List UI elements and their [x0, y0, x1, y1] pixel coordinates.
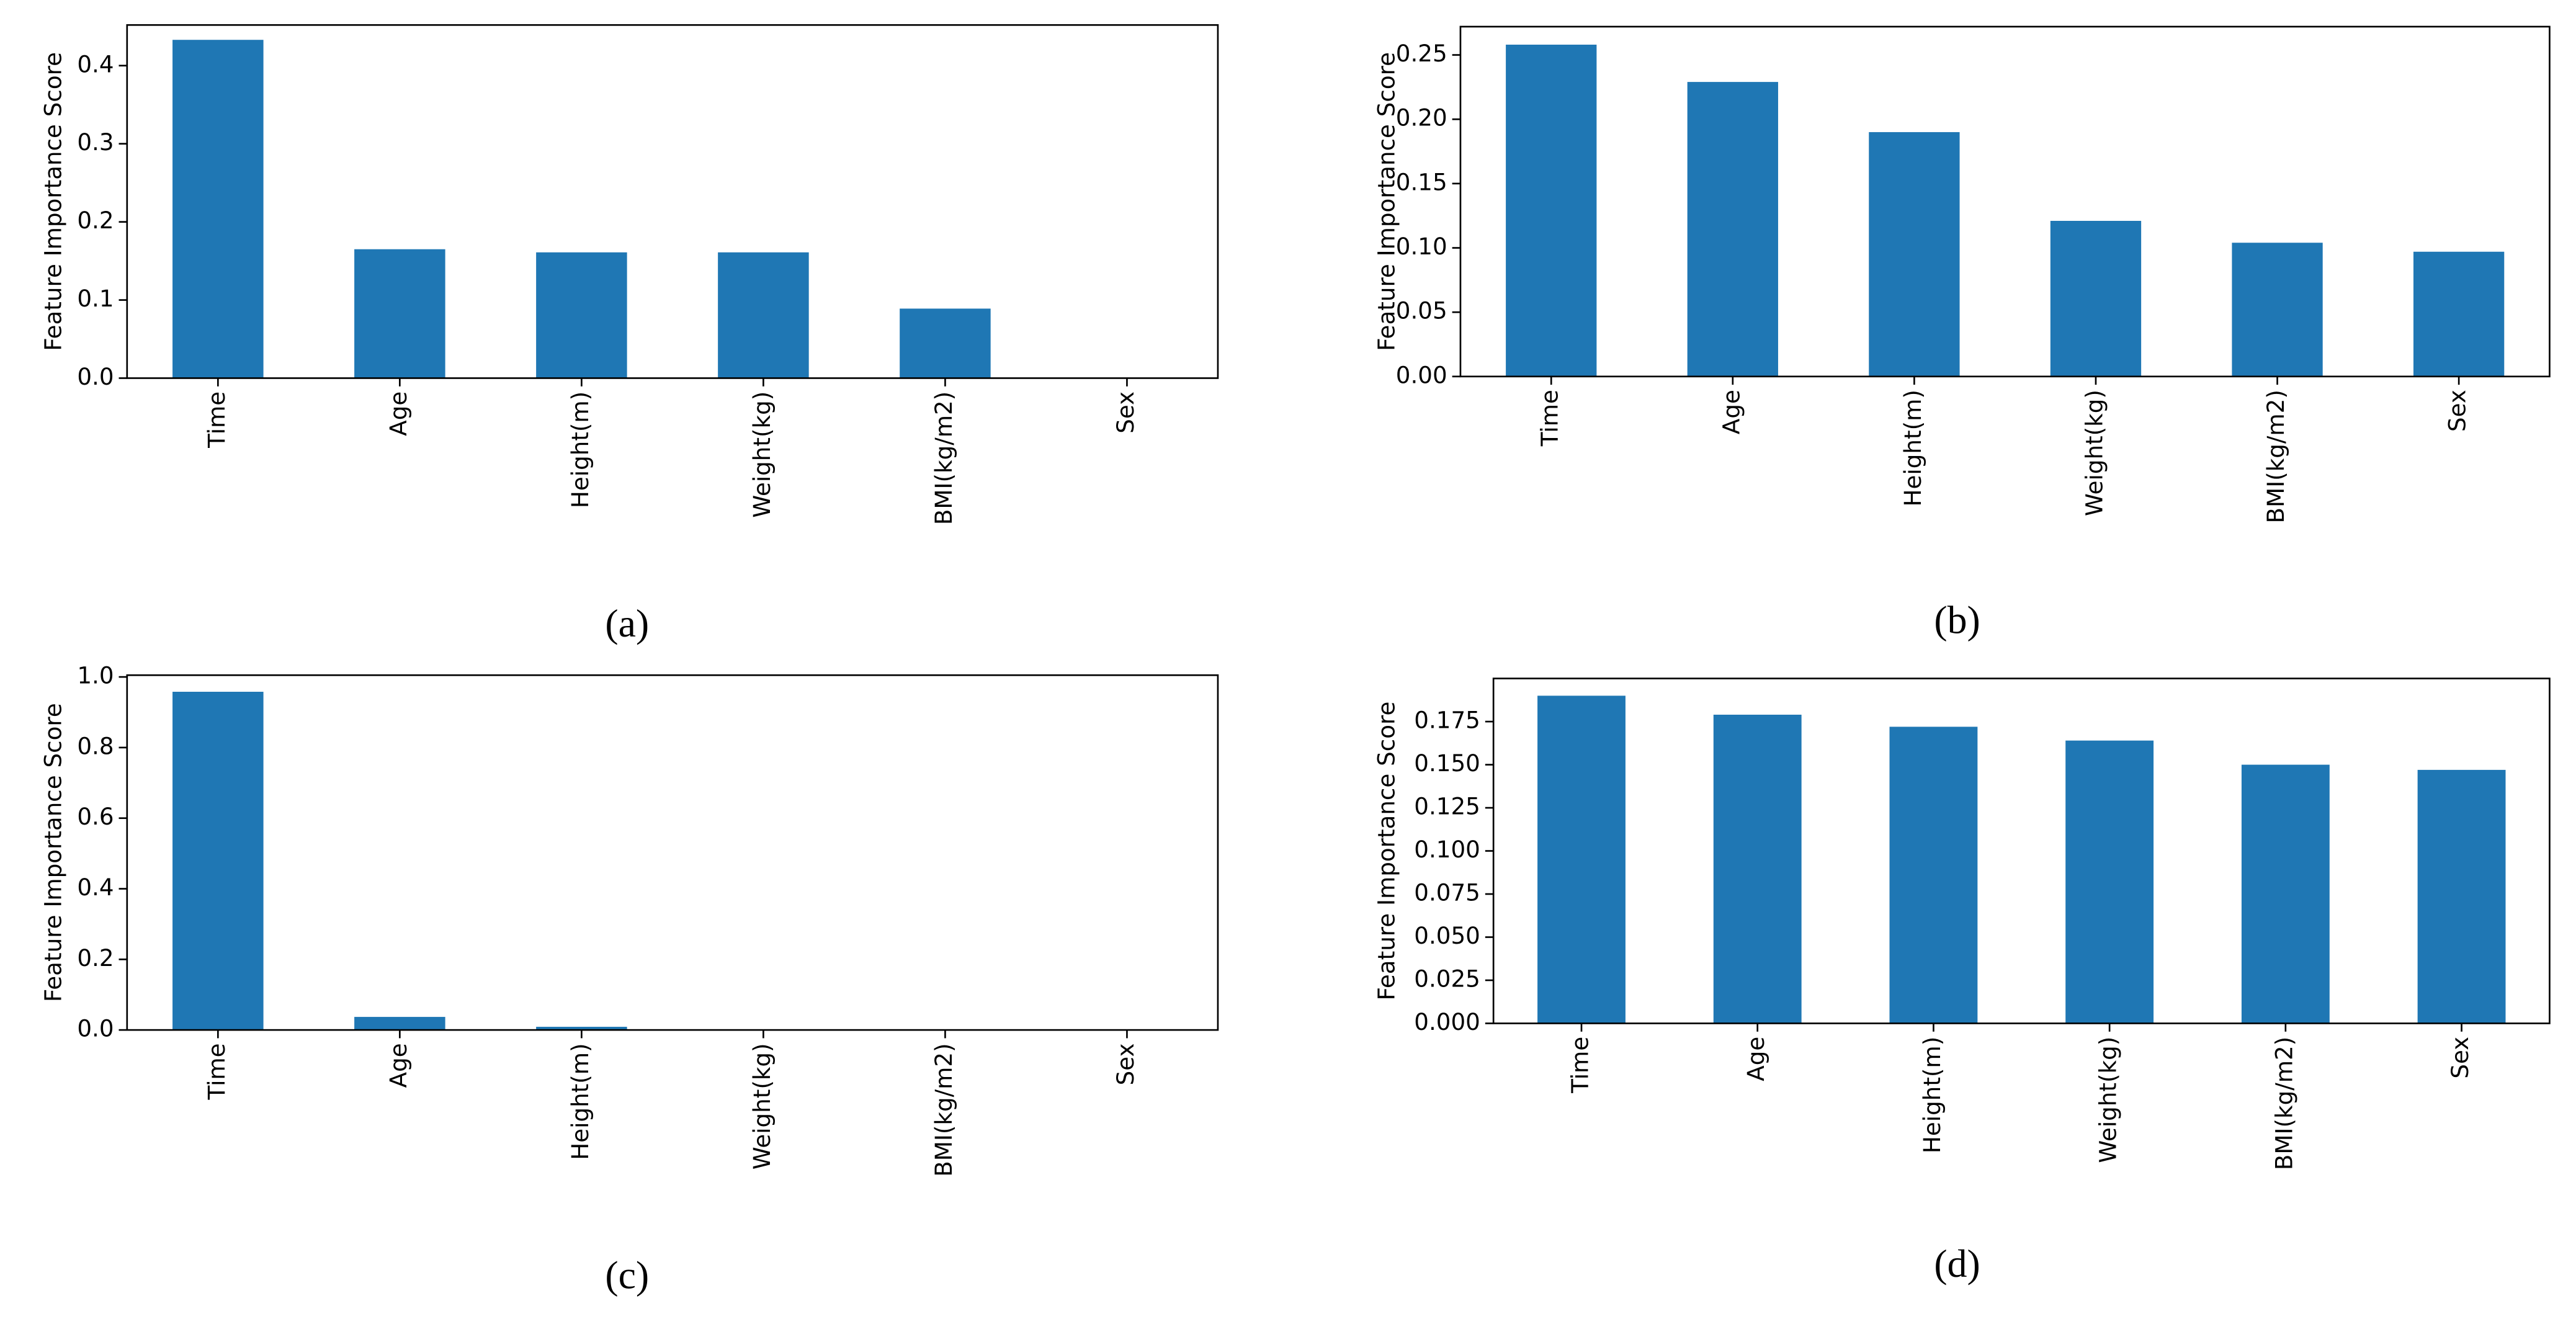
plot-frame — [1492, 677, 2551, 1024]
x-tick-label: Time — [1567, 1037, 1594, 1094]
x-tick-label: Age — [1717, 390, 1745, 434]
y-tick-label: 0.2 — [77, 944, 114, 972]
y-tick-label: 0.175 — [1414, 707, 1480, 734]
y-tick-label: 0.8 — [77, 732, 114, 759]
y-tick-label: 0.1 — [77, 285, 114, 312]
caption: (d) — [1934, 1241, 1980, 1285]
y-axis-label: Feature Importance Score — [1372, 52, 1400, 351]
bar — [172, 692, 264, 1031]
caption: (c) — [605, 1253, 649, 1297]
caption: (a) — [605, 601, 649, 645]
y-tick-label: 0.125 — [1414, 793, 1480, 820]
y-tick-label: 0.0 — [77, 363, 114, 390]
bar — [1506, 44, 1597, 377]
x-tick-label: Sex — [1112, 1043, 1139, 1085]
y-tick-label: 0.2 — [77, 207, 114, 234]
x-tick-label: Age — [1742, 1037, 1769, 1081]
bar — [536, 252, 627, 378]
bar — [1889, 727, 1978, 1024]
bar — [1713, 714, 1802, 1024]
y-axis-label: Feature Importance Score — [39, 703, 66, 1002]
bar — [354, 249, 445, 378]
bar — [2241, 764, 2330, 1024]
x-tick-label: Sex — [1112, 391, 1139, 434]
x-tick-label: BMI(kg/m2) — [930, 1043, 957, 1176]
bar — [354, 1017, 445, 1031]
x-tick-label: Height(m) — [566, 1043, 594, 1160]
bar — [1537, 695, 1626, 1024]
y-tick-label: 0.20 — [1396, 104, 1447, 132]
y-tick-label: 0.150 — [1414, 749, 1480, 777]
x-tick-label: Weight(kg) — [2095, 1037, 2122, 1163]
y-tick-label: 0.4 — [77, 50, 114, 78]
y-tick-label: 0.6 — [77, 803, 114, 830]
bar — [1869, 132, 1960, 377]
plot-frame — [1459, 25, 2551, 378]
y-tick-label: 0.025 — [1414, 965, 1480, 993]
x-tick-label: Time — [203, 1043, 230, 1100]
bar — [900, 308, 991, 378]
y-tick-label: 0.00 — [1396, 361, 1447, 388]
y-tick-label: 0.3 — [77, 128, 114, 156]
y-tick-label: 0.000 — [1414, 1008, 1480, 1035]
y-tick-label: 0.25 — [1396, 40, 1447, 67]
bar — [172, 40, 264, 378]
x-tick-label: Weight(kg) — [2080, 390, 2108, 516]
y-tick-label: 0.15 — [1396, 168, 1447, 195]
y-axis-label: Feature Importance Score — [39, 52, 66, 351]
bar — [2413, 251, 2505, 377]
x-tick-label: Age — [385, 391, 412, 436]
bar — [2232, 243, 2323, 377]
x-tick-label: Height(m) — [1899, 390, 1926, 506]
y-axis-label: Feature Importance Score — [1372, 702, 1400, 1001]
x-tick-label: BMI(kg/m2) — [930, 391, 957, 525]
y-tick-label: 0.0 — [77, 1015, 114, 1042]
plot-frame — [126, 24, 1219, 379]
y-tick-label: 0.100 — [1414, 836, 1480, 863]
x-tick-label: BMI(kg/m2) — [2262, 390, 2289, 523]
x-tick-label: Height(m) — [1918, 1037, 1946, 1153]
x-tick-label: Height(m) — [566, 391, 594, 508]
y-tick-label: 0.4 — [77, 874, 114, 901]
x-tick-label: Weight(kg) — [748, 1043, 776, 1169]
y-tick-label: 0.05 — [1396, 297, 1447, 324]
y-tick-label: 0.10 — [1396, 233, 1447, 260]
y-tick-label: 1.0 — [77, 662, 114, 689]
bar — [1687, 82, 1778, 377]
y-tick-label: 0.050 — [1414, 922, 1480, 949]
x-tick-label: Sex — [2446, 1037, 2474, 1079]
bar — [718, 252, 809, 378]
bar — [2065, 740, 2154, 1024]
x-tick-label: Age — [385, 1043, 412, 1088]
plot-frame — [126, 674, 1219, 1031]
x-tick-label: BMI(kg/m2) — [2270, 1037, 2297, 1170]
x-tick-label: Time — [1536, 390, 1563, 447]
bar — [536, 1027, 627, 1031]
bar — [2050, 220, 2142, 377]
caption: (b) — [1934, 597, 1980, 642]
bar — [2417, 769, 2506, 1024]
y-tick-label: 0.075 — [1414, 879, 1480, 906]
x-tick-label: Sex — [2444, 390, 2471, 432]
x-tick-label: Weight(kg) — [748, 391, 776, 518]
x-tick-label: Time — [203, 391, 230, 449]
